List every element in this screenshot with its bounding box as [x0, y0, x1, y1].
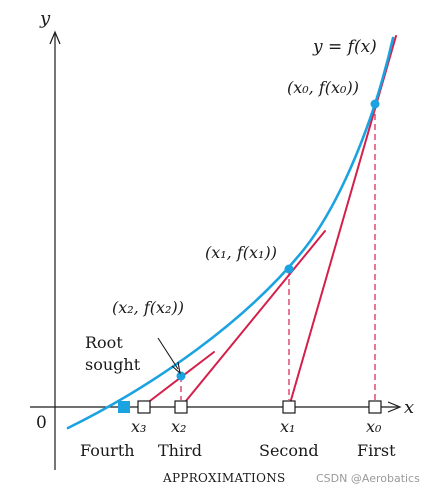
curve-points — [176, 99, 380, 381]
point-label-x0: (x₀, f(x₀)) — [287, 78, 359, 97]
x-axis-label: x — [404, 397, 414, 418]
watermark: CSDN @Aerobatics — [316, 472, 420, 485]
root-pointer-head — [171, 361, 181, 375]
point-x2 — [176, 371, 186, 381]
point-x1 — [284, 264, 294, 274]
point-x0 — [370, 99, 380, 109]
approx-fourth: Fourth — [80, 441, 135, 460]
y-axis-arrow — [49, 30, 61, 45]
tick-label-x3: x₃ — [131, 417, 146, 436]
box-x2 — [174, 400, 188, 414]
approximation-boxes — [137, 400, 382, 414]
approx-third: Third — [158, 441, 202, 460]
approx-first: First — [357, 441, 396, 460]
approx-second: Second — [259, 441, 319, 460]
tangent-at-x2 — [141, 351, 215, 408]
box-x0 — [368, 400, 382, 414]
root-marker — [118, 401, 130, 413]
point-label-x2: (x₂, f(x₂)) — [112, 298, 184, 317]
y-axis-label: y — [39, 8, 51, 29]
axes — [30, 30, 402, 470]
curve-label: y = f(x) — [312, 37, 377, 57]
tick-label-x1: x₁ — [280, 417, 295, 436]
x-axis-arrow — [387, 401, 402, 413]
origin-label: 0 — [36, 413, 47, 433]
tangent-at-x1 — [180, 230, 326, 408]
box-x1 — [282, 400, 296, 414]
caption: APPROXIMATIONS — [162, 471, 286, 485]
root-pointer — [157, 337, 179, 370]
box-x3 — [137, 400, 151, 414]
point-label-x1: (x₁, f(x₁)) — [205, 243, 277, 262]
root-label-line1: Root — [85, 333, 123, 352]
tick-label-x0: x₀ — [366, 417, 382, 436]
function-curve — [66, 36, 395, 430]
root-label-line2: sought — [85, 355, 141, 374]
tick-label-x2: x₂ — [171, 417, 186, 436]
